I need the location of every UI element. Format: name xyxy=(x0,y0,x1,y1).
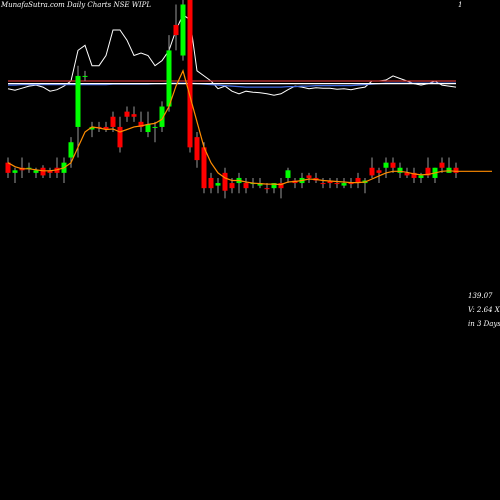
candle-body xyxy=(397,167,403,173)
candle-body xyxy=(159,106,165,127)
candle-body xyxy=(82,75,88,77)
candle-body xyxy=(271,183,277,189)
candle-body xyxy=(334,183,340,185)
candle-body xyxy=(145,124,151,133)
candle-body xyxy=(75,75,81,127)
price-readout: 139.07 xyxy=(468,292,493,300)
candle-body xyxy=(390,162,396,168)
short-moving-average xyxy=(7,69,492,186)
candle-body xyxy=(306,175,312,178)
candle-body xyxy=(376,170,382,173)
candle-body xyxy=(341,183,347,186)
candle-body xyxy=(12,170,18,173)
candle-body xyxy=(264,188,270,190)
candle-body xyxy=(355,177,361,184)
candle-body xyxy=(47,170,53,173)
candle-body xyxy=(173,24,179,36)
candle-body xyxy=(103,126,109,130)
candle-body xyxy=(383,162,389,168)
candle-body xyxy=(348,183,354,185)
candle-body xyxy=(89,126,95,130)
candle-body xyxy=(117,126,123,148)
candle-body xyxy=(152,126,158,128)
candle-body xyxy=(68,142,74,158)
candle-body xyxy=(243,183,249,189)
candle-body xyxy=(40,167,46,176)
candle-body xyxy=(131,114,137,117)
candle-body xyxy=(110,116,116,127)
candle-body xyxy=(257,183,263,186)
candle-body xyxy=(201,147,207,189)
period-readout: in 3 Days xyxy=(468,320,500,328)
candle-body xyxy=(166,50,172,107)
candle-body xyxy=(124,111,130,117)
candle-body xyxy=(194,137,200,161)
candle-body xyxy=(369,167,375,176)
candle-body xyxy=(278,183,284,189)
candle-body xyxy=(425,167,431,176)
candle-body xyxy=(208,177,214,189)
candle-body xyxy=(327,180,333,184)
volume-readout: V: 2.64 X xyxy=(468,306,500,314)
candle-body xyxy=(215,183,221,186)
ma-short-line xyxy=(7,69,492,186)
candle-body xyxy=(138,121,144,127)
candle-body xyxy=(418,175,424,178)
candle-body xyxy=(404,172,410,176)
candle-body xyxy=(187,0,193,148)
candle-body xyxy=(453,167,459,173)
corner-mark: 1 xyxy=(458,1,463,9)
candle-body xyxy=(229,183,235,189)
candle-body xyxy=(5,162,11,173)
candle-body xyxy=(320,183,326,185)
candle-body xyxy=(180,4,186,56)
candle-body xyxy=(439,162,445,168)
long-term-lines xyxy=(7,13,457,96)
candle-body xyxy=(222,172,228,191)
candles xyxy=(5,0,459,199)
chart-title: MunafaSutra.com Daily Charts NSE WIPL xyxy=(1,1,152,9)
candle-body xyxy=(285,170,291,178)
candle-body xyxy=(411,172,417,178)
candle-body xyxy=(33,170,39,173)
